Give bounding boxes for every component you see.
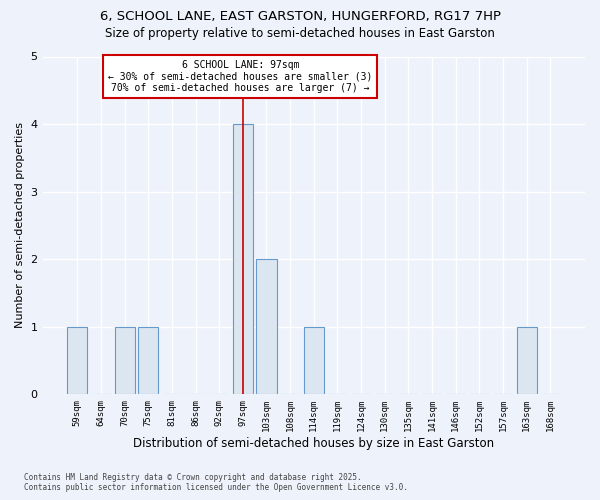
Bar [67, 327, 88, 394]
Bar [233, 124, 253, 394]
Bar [138, 327, 158, 394]
Bar [304, 327, 324, 394]
X-axis label: Distribution of semi-detached houses by size in East Garston: Distribution of semi-detached houses by … [133, 437, 494, 450]
Text: 6, SCHOOL LANE, EAST GARSTON, HUNGERFORD, RG17 7HP: 6, SCHOOL LANE, EAST GARSTON, HUNGERFORD… [100, 10, 500, 23]
Bar [517, 327, 536, 394]
Text: Size of property relative to semi-detached houses in East Garston: Size of property relative to semi-detach… [105, 28, 495, 40]
Text: Contains HM Land Registry data © Crown copyright and database right 2025.
Contai: Contains HM Land Registry data © Crown c… [24, 473, 408, 492]
Bar [115, 327, 134, 394]
Y-axis label: Number of semi-detached properties: Number of semi-detached properties [15, 122, 25, 328]
Bar [256, 259, 277, 394]
Text: 6 SCHOOL LANE: 97sqm
← 30% of semi-detached houses are smaller (3)
70% of semi-d: 6 SCHOOL LANE: 97sqm ← 30% of semi-detac… [108, 60, 373, 93]
